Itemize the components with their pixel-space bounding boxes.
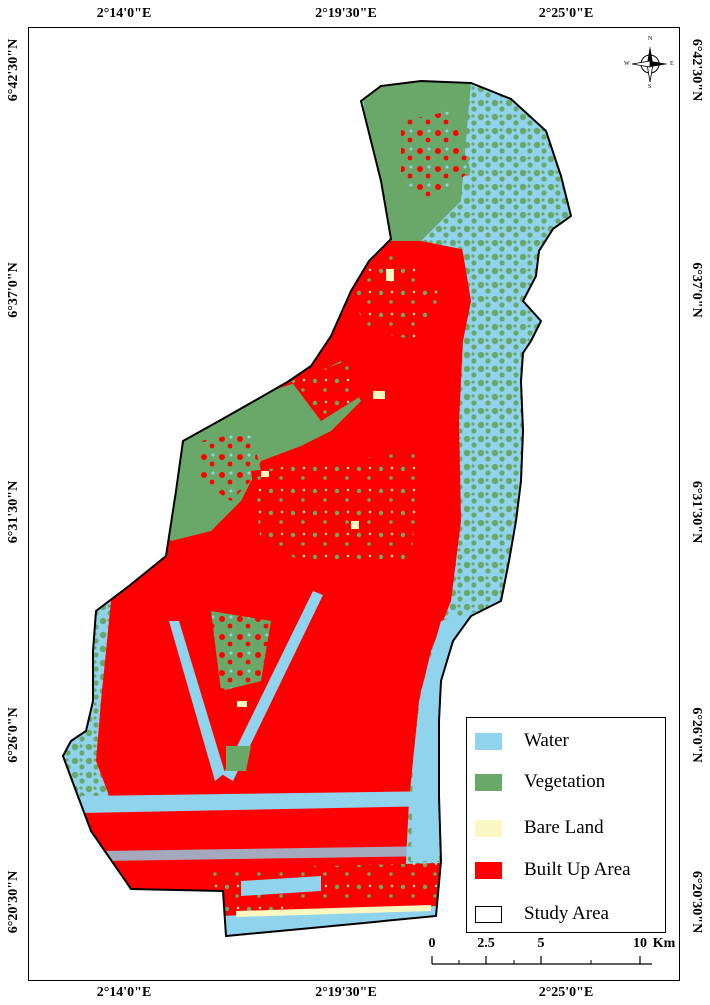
south-letter: S (648, 84, 652, 90)
legend-item-built-up: Built Up Area (475, 858, 631, 882)
map-frame (28, 27, 680, 981)
legend-item-water: Water (475, 729, 569, 753)
top-lon-label-2: 2°19'30"E (315, 6, 377, 21)
legend-item-vegetation: Vegetation (475, 770, 605, 794)
bottom-lon-label-1: 2°14'0"E (96, 985, 152, 1000)
east-letter: E (670, 61, 674, 67)
legend-swatch-bare-land (475, 819, 502, 837)
legend-item-study-area: Study Area (475, 902, 609, 926)
legend-label-study-area: Study Area (524, 903, 609, 924)
scale-tick-5: 5 (537, 936, 545, 951)
compass-rose-icon: N S E W (624, 36, 676, 92)
legend-label-water: Water (524, 730, 569, 751)
bottom-lon-label-2: 2°19'30"E (315, 985, 377, 1000)
legend-swatch-vegetation (475, 773, 502, 791)
top-lon-label-3: 2°25'0"E (538, 6, 594, 21)
legend-swatch-built-up (475, 861, 502, 879)
scale-tick-0: 0 (428, 936, 436, 951)
top-lon-label-1: 2°14'0"E (96, 6, 152, 21)
north-letter: N (648, 36, 653, 42)
legend-label-bare-land: Bare Land (524, 817, 604, 838)
west-letter: W (624, 61, 630, 67)
scale-tick-2-5: 2.5 (477, 936, 495, 951)
scale-bar: 0 2.5 5 10 Km (416, 936, 675, 972)
study-area-boundary (61, 79, 573, 938)
map-legend: Water Vegetation Bare Land Built Up Area… (466, 717, 666, 933)
map-canvas (61, 79, 573, 938)
legend-swatch-water (475, 732, 502, 750)
scale-bar-graphic (431, 956, 652, 965)
legend-item-bare-land: Bare Land (475, 816, 604, 840)
legend-label-built-up: Built Up Area (524, 859, 631, 880)
legend-swatch-study-area (475, 905, 502, 923)
scale-tick-10: 10 (633, 936, 647, 951)
bottom-lon-label-3: 2°25'0"E (538, 985, 594, 1000)
scale-unit: Km (652, 936, 676, 951)
legend-label-vegetation: Vegetation (524, 771, 606, 792)
